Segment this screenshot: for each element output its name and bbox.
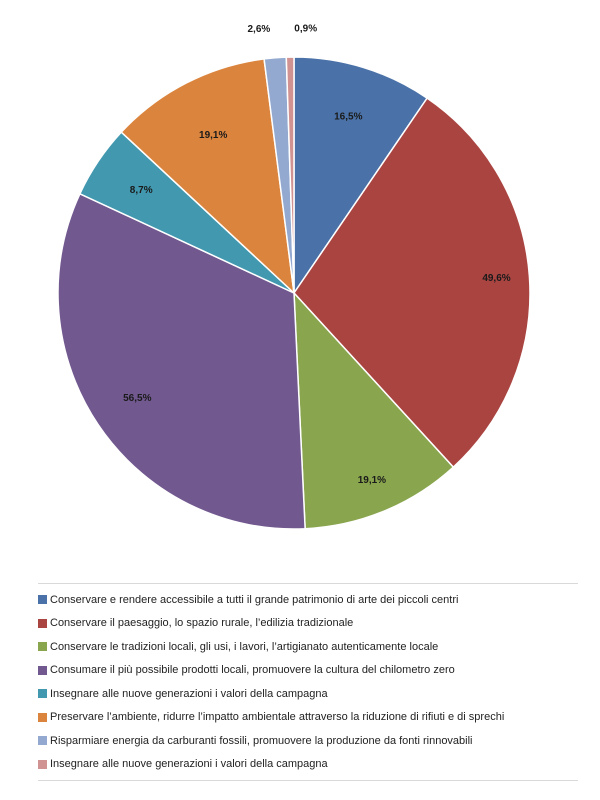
pie-slice-4	[57, 192, 306, 530]
slice-label-5: 8,7%	[130, 185, 153, 196]
slice-label-2: 49,6%	[482, 273, 510, 284]
slice-label-7: 2,6%	[248, 24, 271, 35]
legend-label-8: Insegnare alle nuove generazioni i valor…	[50, 758, 328, 771]
pie-data-labels: 16,5% 49,6% 19,1% 56,5% 8,7% 19,1% 2,6% 0,9%	[123, 23, 511, 486]
chart-legend: Conservare e rendere accessibile a tutti…	[38, 583, 578, 781]
legend-item-4: Consumare il più possibile prodotti loca…	[38, 659, 578, 683]
legend-item-8: Insegnare alle nuove generazioni i valor…	[38, 753, 578, 777]
legend-item-5: Insegnare alle nuove generazioni i valor…	[38, 682, 578, 706]
pie-slice-2	[293, 97, 531, 469]
pie-slices	[57, 56, 531, 530]
legend-label-7: Risparmiare energia da carburanti fossil…	[50, 734, 473, 747]
slice-label-1: 16,5%	[334, 112, 362, 123]
legend-label-2: Conservare il paesaggio, lo spazio rural…	[50, 617, 354, 630]
legend-swatch-4	[38, 665, 47, 675]
pie-slice-1	[293, 56, 429, 296]
legend-item-2: Conservare il paesaggio, lo spazio rural…	[38, 612, 578, 636]
legend-item-6: Preservare l’ambiente, ridurre l’impatto…	[38, 706, 578, 730]
legend-swatch-7	[38, 736, 47, 746]
legend-swatch-8	[38, 759, 47, 769]
legend-label-1: Conservare e rendere accessibile a tutti…	[50, 593, 459, 606]
slice-label-8: 0,9%	[294, 23, 317, 34]
legend-item-3: Conservare le tradizioni locali, gli usi…	[38, 635, 578, 659]
legend-label-6: Preservare l’ambiente, ridurre l’impatto…	[50, 711, 505, 724]
pie-slice-3	[293, 290, 455, 530]
legend-item-7: Risparmiare energia da carburanti fossil…	[38, 729, 578, 753]
pie-chart: 16,5% 49,6% 19,1% 56,5% 8,7% 19,1% 2,6% 0,9%	[57, 23, 531, 530]
pie-slice-6	[120, 58, 296, 295]
slice-label-6: 19,1%	[199, 130, 227, 141]
pie-slice-8	[285, 56, 295, 294]
legend-swatch-3	[38, 642, 47, 652]
slice-label-4: 56,5%	[123, 393, 151, 404]
legend-swatch-5	[38, 689, 47, 699]
legend-item-1: Conservare e rendere accessibile a tutti…	[38, 588, 578, 612]
legend-label-3: Conservare le tradizioni locali, gli usi…	[50, 640, 439, 653]
legend-swatch-1	[38, 595, 47, 605]
legend-swatch-2	[38, 618, 47, 628]
legend-label-5: Insegnare alle nuove generazioni i valor…	[50, 687, 328, 700]
legend-swatch-6	[38, 712, 47, 722]
legend-label-4: Consumare il più possibile prodotti loca…	[50, 664, 455, 677]
slice-label-3: 19,1%	[358, 475, 386, 486]
